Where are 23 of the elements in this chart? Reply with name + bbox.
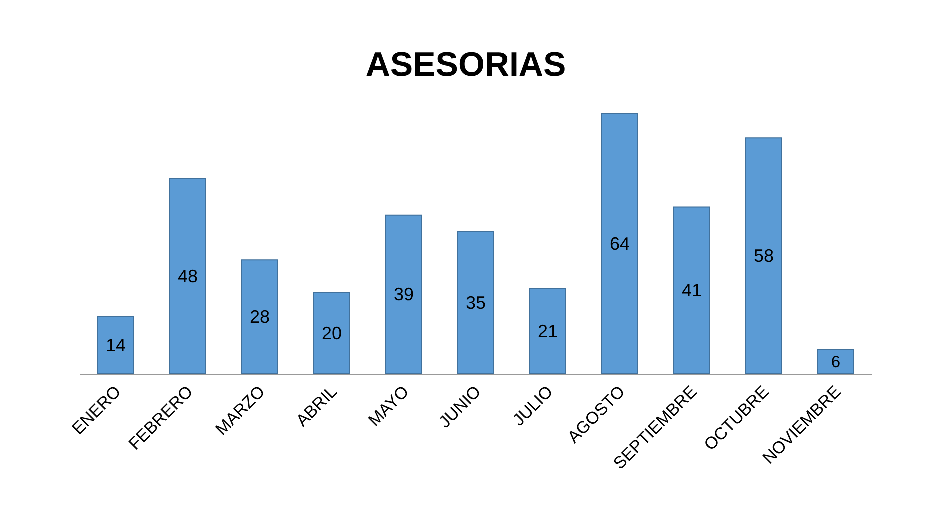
data-label: 6 [831,352,841,372]
bar [314,292,350,374]
data-label: 48 [178,266,198,286]
bar [602,113,638,374]
data-label: 35 [466,292,486,313]
bar [674,206,710,374]
bar [818,349,854,374]
data-label: 28 [250,307,270,328]
bar [170,178,206,374]
bar [746,138,782,374]
bar [458,231,494,374]
bar [530,288,566,374]
data-label: 20 [322,323,342,344]
data-label: 14 [106,336,126,356]
data-label: 58 [754,246,774,266]
bar [98,316,134,374]
chart-title: ASESORIAS [366,46,566,84]
data-label: 39 [394,284,414,305]
data-label: 21 [538,321,558,342]
data-label: 41 [682,280,702,301]
bar [386,214,422,374]
bar [242,260,278,374]
data-label: 64 [610,234,630,254]
